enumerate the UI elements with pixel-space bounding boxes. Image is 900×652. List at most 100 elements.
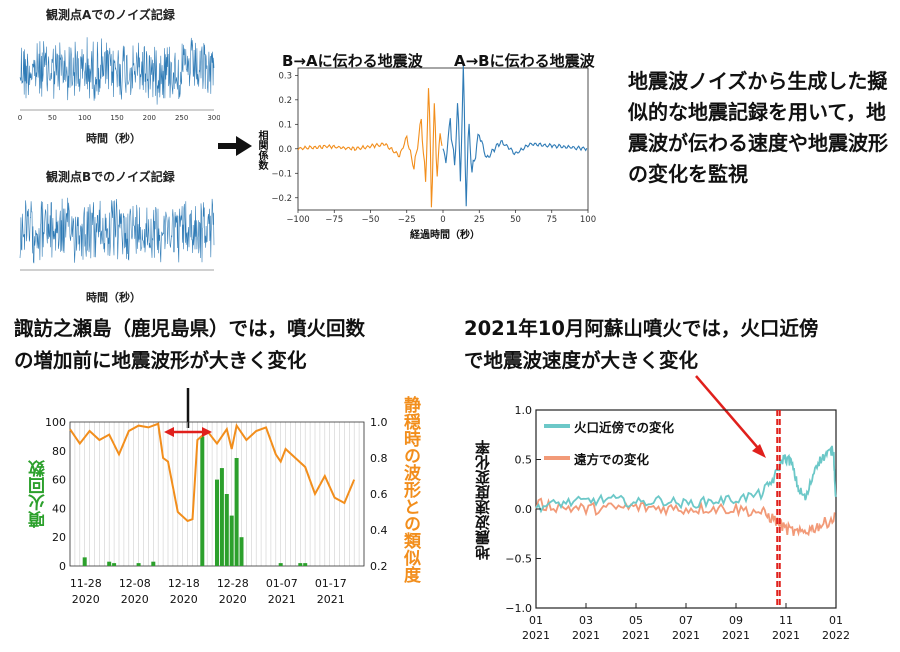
aso-ytick-label: 0.5 (515, 454, 533, 467)
sw-bar (112, 563, 117, 566)
aso-xtick-month: 01 (829, 614, 843, 627)
sw-ytick-right: 1.0 (370, 416, 388, 429)
description-text: 地震波ノイズから生成した擬似的な地震記録を用いて，地震波が伝わる速度や地震波形の… (628, 69, 888, 186)
sw-xtick-year: 2021 (268, 593, 296, 606)
noise-a-chart: 0 50 100 150 200 250 300 (18, 37, 220, 122)
noise-a-xtick: 250 (175, 114, 188, 122)
noise-trace (19, 197, 215, 264)
aso-legend-far: 遠方での変化 (574, 452, 650, 467)
aso-near-series (535, 445, 837, 514)
sw-xtick-year: 2020 (219, 593, 247, 606)
sw-ytick-right: 0.2 (370, 560, 388, 573)
sw-xtick-date: 01-17 (315, 577, 347, 590)
sw-xtick-year: 2020 (72, 593, 100, 606)
noise-a-xtick: 300 (207, 114, 220, 122)
noise-a-title: 観測点Aでのノイズ記録 (46, 8, 175, 22)
sw-bar (219, 468, 224, 566)
corr-ytick-label: −0.2 (271, 194, 292, 204)
sw-xtick-date: 12-08 (119, 577, 151, 590)
sw-ytick-right: 0.8 (370, 452, 388, 465)
corr-label-ab: A→Bに伝わる地震波 (454, 52, 595, 70)
correlation-chart: 0.3 0.2 0.1 0.0 −0.1 −0.2 −100 −75 −50 −25 0 25 50 7… (271, 66, 596, 225)
aso-ytick-label: −0.5 (505, 553, 532, 566)
noise-a-xtick: 200 (143, 114, 156, 122)
corr-ytick-label: 0.3 (278, 71, 292, 81)
corr-ylabel: 相関係数 (256, 130, 267, 170)
aso-xtick-month: 11 (779, 614, 793, 627)
suwanose-ylabel-right: 静穏時の波形との類似度 (400, 396, 420, 583)
sw-xtick-date: 11-28 (70, 577, 102, 590)
noise-a-xtick: 100 (78, 114, 91, 122)
right-arrow-icon (218, 136, 252, 156)
corr-series-ba (297, 88, 443, 208)
sw-xtick-date: 12-28 (217, 577, 249, 590)
suwanose-heading-line2: の増加前に地震波形が大きく変化 (14, 349, 307, 372)
sw-ytick-right: 0.4 (370, 524, 388, 537)
aso-ytick-label: 1.0 (515, 404, 533, 417)
sw-xtick-date: 01-07 (266, 577, 298, 590)
aso-xtick-year: 2021 (572, 629, 600, 642)
sw-bar (215, 479, 219, 566)
sw-bar (136, 563, 141, 566)
sw-bar (151, 561, 156, 566)
suwanose-chart: 100 80 60 40 20 0 1.0 0.8 0.6 0.4 0.2 11-28 2020 12… (45, 388, 388, 606)
aso-xtick-month: 05 (629, 614, 643, 627)
aso-xtick-month: 03 (579, 614, 593, 627)
aso-xtick-year: 2022 (822, 629, 850, 642)
aso-chart: 1.0 0.5 0.0 −0.5 −1.0 01 2021 03 2021 05 2021 07 20… (505, 375, 850, 642)
corr-ytick-label: −0.1 (271, 169, 292, 179)
aso-heading-line2: で地震波速度が大きく変化 (464, 349, 699, 372)
aso-xtick-year: 2021 (522, 629, 550, 642)
sw-bar (278, 563, 283, 566)
aso-xtick-month: 09 (729, 614, 743, 627)
corr-xtick-label: 75 (546, 215, 557, 225)
noise-a-xtick: 0 (18, 114, 22, 122)
sw-bar (229, 515, 234, 566)
aso-ylabel: 地震波速度変化率 (474, 440, 492, 560)
noise-b-chart (19, 197, 215, 271)
aso-xtick-month: 07 (679, 614, 693, 627)
aso-xtick-month: 01 (529, 614, 543, 627)
corr-ytick-label: 0.0 (278, 145, 292, 155)
noise-a-xtick: 50 (48, 114, 57, 122)
sw-ytick-left: 0 (59, 560, 66, 573)
noise-b-xlabel: 時間（秒） (86, 291, 141, 304)
corr-ytick-label: 0.1 (278, 120, 292, 130)
sw-bar (298, 563, 303, 566)
sw-xtick-year: 2020 (121, 593, 149, 606)
noise-a-xtick: 150 (110, 114, 123, 122)
corr-xtick-label: 25 (474, 215, 485, 225)
corr-xlabel: 経過時間（秒） (410, 230, 480, 241)
corr-xtick-label: 0 (440, 215, 445, 225)
corr-xtick-label: −50 (362, 215, 380, 225)
sw-xtick-year: 2020 (170, 593, 198, 606)
sw-xtick-year: 2021 (317, 593, 345, 606)
aso-heading-line1: 2021年10月阿蘇山噴火では，火口近傍 (464, 317, 819, 340)
sw-ytick-left: 20 (52, 531, 66, 544)
sw-bar (303, 563, 308, 566)
aso-xtick-year: 2021 (772, 629, 800, 642)
sw-bar (200, 436, 205, 566)
aso-xtick-year: 2021 (622, 629, 650, 642)
sw-ytick-left: 80 (52, 445, 66, 458)
corr-series-ab (442, 66, 588, 207)
noise-a-xlabel: 時間（秒） (86, 132, 141, 145)
sw-bar (239, 537, 244, 566)
corr-xtick-label: −75 (325, 215, 343, 225)
corr-xtick-label: −25 (398, 215, 416, 225)
aso-ytick-label: −1.0 (505, 602, 532, 615)
aso-far-series (535, 497, 836, 537)
suwanose-ylabel-left: 噴火回数 (29, 460, 49, 528)
aso-xtick-year: 2021 (672, 629, 700, 642)
sw-bar (107, 561, 112, 566)
corr-label-ba: B→Aに伝わる地震波 (282, 52, 423, 70)
aso-xtick-year: 2021 (722, 629, 750, 642)
sw-ytick-left: 40 (52, 502, 66, 515)
sw-bar (234, 458, 239, 566)
aso-ytick-label: 0.0 (515, 503, 533, 516)
corr-xtick-label: 100 (580, 215, 596, 225)
sw-ytick-left: 100 (45, 416, 66, 429)
sw-bar (224, 494, 229, 566)
aso-legend-near: 火口近傍での変化 (574, 420, 675, 435)
corr-ytick-label: 0.2 (278, 96, 292, 106)
